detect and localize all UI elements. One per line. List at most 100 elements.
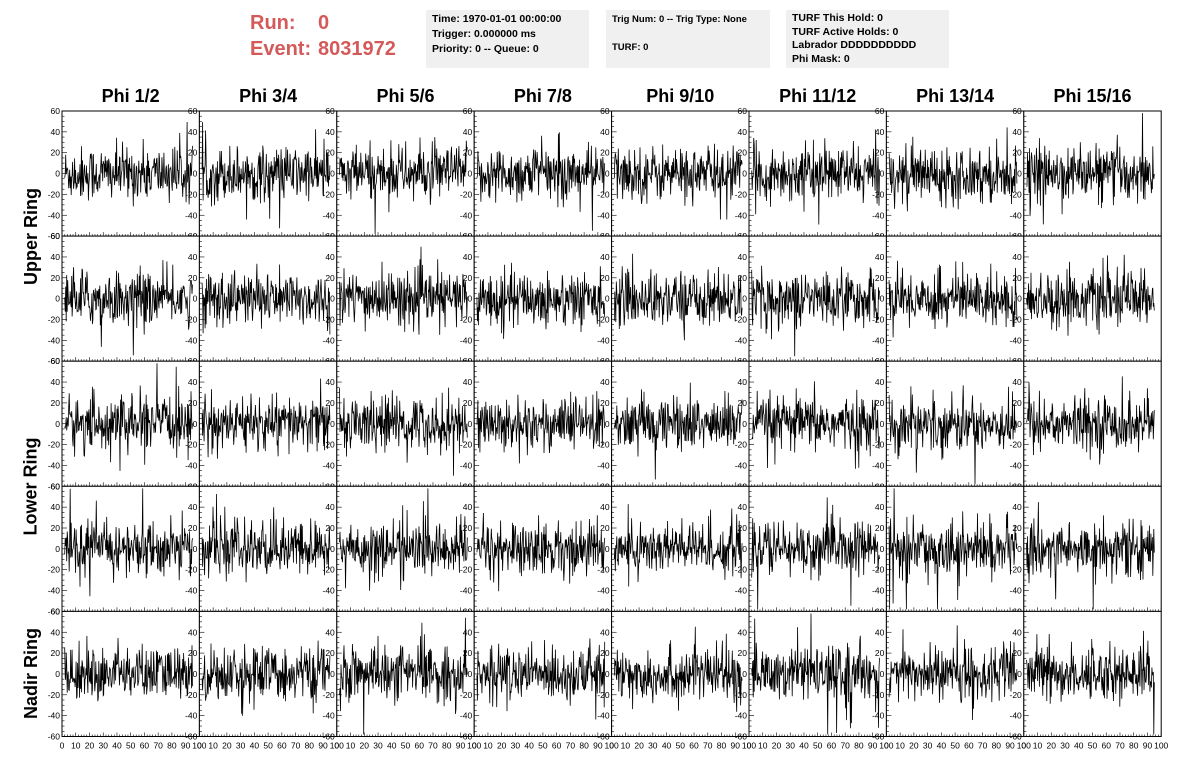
x-tick-label: 60 (827, 741, 837, 751)
x-tick-label: 70 (703, 741, 713, 751)
y-tick-label: 40 (51, 377, 61, 387)
y-tick-label: 20 (1012, 648, 1022, 658)
panel-r3-c1: 60 40 20 0 -20 -40 -60 (48, 356, 200, 491)
y-tick-label: 0 (742, 669, 747, 679)
y-tick-label: 20 (738, 398, 748, 408)
x-tick-label: 50 (676, 741, 686, 751)
x-tick-label: 10 (758, 741, 768, 751)
waveform-trace (1026, 254, 1155, 336)
x-tick-label: 0 (472, 741, 477, 751)
y-tick-label: -60 (48, 231, 61, 241)
y-tick-label: 0 (467, 294, 472, 304)
x-tick-label: 60 (552, 741, 562, 751)
y-tick-label: -20 (48, 315, 61, 325)
y-tick-label: 0 (193, 419, 198, 429)
run-label: Run: (250, 12, 296, 34)
y-tick-label: 0 (742, 294, 747, 304)
panel-r5-c4: 40 20 0 -20 -40 -60 (460, 610, 613, 742)
y-tick-label: 0 (330, 669, 335, 679)
y-tick-label: 0 (330, 294, 335, 304)
y-tick-label: -40 (735, 460, 748, 470)
panel-r5-c5: 40 20 0 -20 -40 -60 (597, 610, 750, 742)
y-tick-label: -20 (460, 440, 473, 450)
y-tick-label: 20 (600, 648, 610, 658)
y-tick-label: 40 (188, 627, 198, 637)
y-tick-label: -40 (597, 460, 610, 470)
y-tick-label: -20 (185, 189, 198, 199)
panel-r5-c2: 40 20 0 -20 -40 -60 (185, 610, 338, 742)
panel-r5-c7: 40 20 0 -20 -40 -60 (872, 610, 1025, 742)
y-tick-label: 20 (1012, 148, 1022, 158)
y-tick-label: -40 (1010, 586, 1023, 596)
x-tick-label: 30 (373, 741, 383, 751)
waveform-trace (476, 638, 606, 720)
y-tick-label: -40 (185, 460, 198, 470)
x-tick-label: 30 (648, 741, 658, 751)
y-tick-label: 0 (605, 669, 610, 679)
y-tick-label: -20 (1010, 189, 1023, 199)
waveform-trace (476, 132, 606, 231)
x-tick-label: 0 (884, 741, 889, 751)
y-tick-label: 40 (600, 252, 610, 262)
y-tick-label: 20 (1012, 398, 1022, 408)
y-tick-label: 20 (738, 523, 748, 533)
y-tick-label: 40 (463, 627, 473, 637)
y-tick-label: 20 (51, 148, 61, 158)
y-tick-label: 60 (1012, 106, 1022, 116)
y-tick-label: 0 (193, 294, 198, 304)
waveform-trace (613, 382, 743, 480)
x-tick-label: 20 (222, 741, 232, 751)
waveform-trace (888, 488, 1018, 610)
y-tick-label: -40 (48, 210, 61, 220)
waveform-trace (888, 625, 1018, 721)
y-tick-label: -60 (323, 732, 336, 742)
x-tick-label: 70 (840, 741, 850, 751)
x-tick-label: 70 (153, 741, 163, 751)
y-tick-label: -40 (872, 335, 885, 345)
waveform-trace (613, 626, 743, 712)
y-tick-label: 20 (463, 148, 473, 158)
x-tick-label: 70 (1115, 741, 1125, 751)
waveform-trace (751, 497, 880, 610)
y-tick-label: -40 (48, 460, 61, 470)
y-tick-label: 20 (325, 148, 335, 158)
y-tick-label: -60 (460, 732, 473, 742)
y-tick-label: 40 (600, 377, 610, 387)
y-tick-label: 20 (600, 523, 610, 533)
y-tick-label: 20 (875, 273, 885, 283)
y-tick-label: -40 (872, 711, 885, 721)
y-tick-label: 60 (325, 106, 335, 116)
y-tick-label: 60 (51, 356, 61, 366)
x-tick-label: 50 (950, 741, 960, 751)
x-tick-label: 90 (731, 741, 741, 751)
x-tick-label: 30 (923, 741, 933, 751)
y-tick-label: -20 (185, 315, 198, 325)
y-tick-label: 0 (880, 544, 885, 554)
x-tick-label: 90 (181, 741, 191, 751)
x-tick-label: 20 (85, 741, 95, 751)
x-tick-label: 10 (71, 741, 81, 751)
y-tick-label: 40 (463, 377, 473, 387)
y-tick-label: -60 (48, 732, 61, 742)
x-tick-label: 10 (483, 741, 493, 751)
y-tick-label: 40 (600, 502, 610, 512)
x-tick-label: 10 (208, 741, 218, 751)
y-tick-label: -20 (460, 565, 473, 575)
y-tick-label: 20 (738, 648, 748, 658)
priority-text: Priority: 0 -- Queue: 0 (432, 43, 539, 55)
y-tick-label: -40 (185, 210, 198, 220)
x-tick-label: 80 (305, 741, 315, 751)
y-tick-label: 0 (880, 294, 885, 304)
x-tick-label: 80 (579, 741, 589, 751)
x-tick-label: 20 (360, 741, 370, 751)
x-tick-label: 10 (895, 741, 905, 751)
x-tick-label: 40 (799, 741, 809, 751)
